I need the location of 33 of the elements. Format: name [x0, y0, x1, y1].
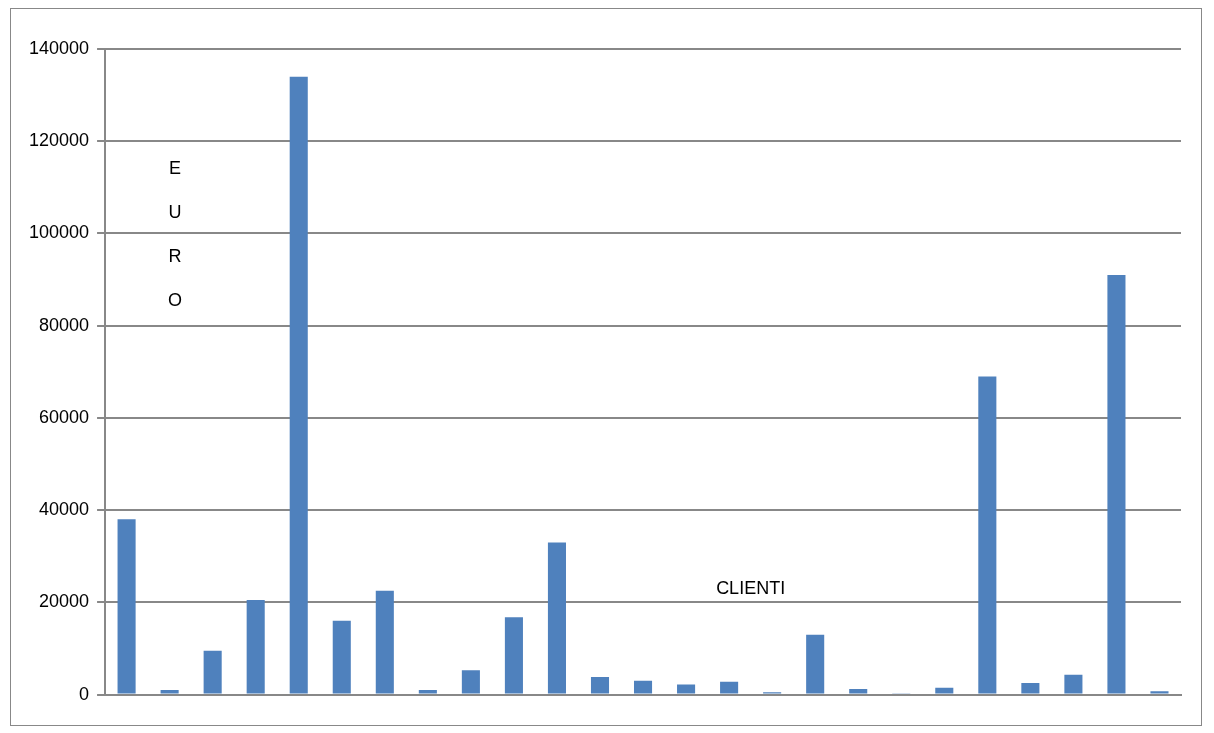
bar [720, 681, 739, 694]
bar [935, 687, 954, 694]
y-tick-label: 80000 [39, 314, 90, 335]
bar [117, 519, 136, 694]
bar [246, 600, 265, 694]
bar [332, 620, 351, 694]
y-tick-label: 60000 [39, 406, 90, 427]
bar [504, 617, 523, 694]
bar [418, 689, 437, 694]
bar [677, 684, 696, 694]
bar [590, 677, 610, 694]
bar [806, 634, 825, 694]
bar [1021, 683, 1040, 694]
bar [547, 542, 566, 694]
bar [461, 670, 480, 694]
y-tick-label: 40000 [39, 499, 90, 520]
bar [160, 689, 179, 694]
y-tick-label: 120000 [28, 130, 90, 151]
x-axis-title: CLIENTI [716, 577, 786, 598]
bar [203, 650, 222, 694]
bar [849, 689, 868, 694]
bar [1107, 274, 1126, 694]
text: EURO [168, 157, 183, 310]
bar [633, 680, 653, 694]
bar [375, 590, 394, 694]
y-tick-label: 0 [79, 683, 90, 704]
bar [289, 76, 308, 694]
bar [1064, 674, 1083, 694]
bar [978, 376, 997, 694]
bar [1150, 691, 1169, 694]
y-tick-label: 20000 [39, 591, 90, 612]
y-tick-label: 100000 [28, 222, 90, 243]
y-tick-label: 140000 [28, 37, 90, 58]
